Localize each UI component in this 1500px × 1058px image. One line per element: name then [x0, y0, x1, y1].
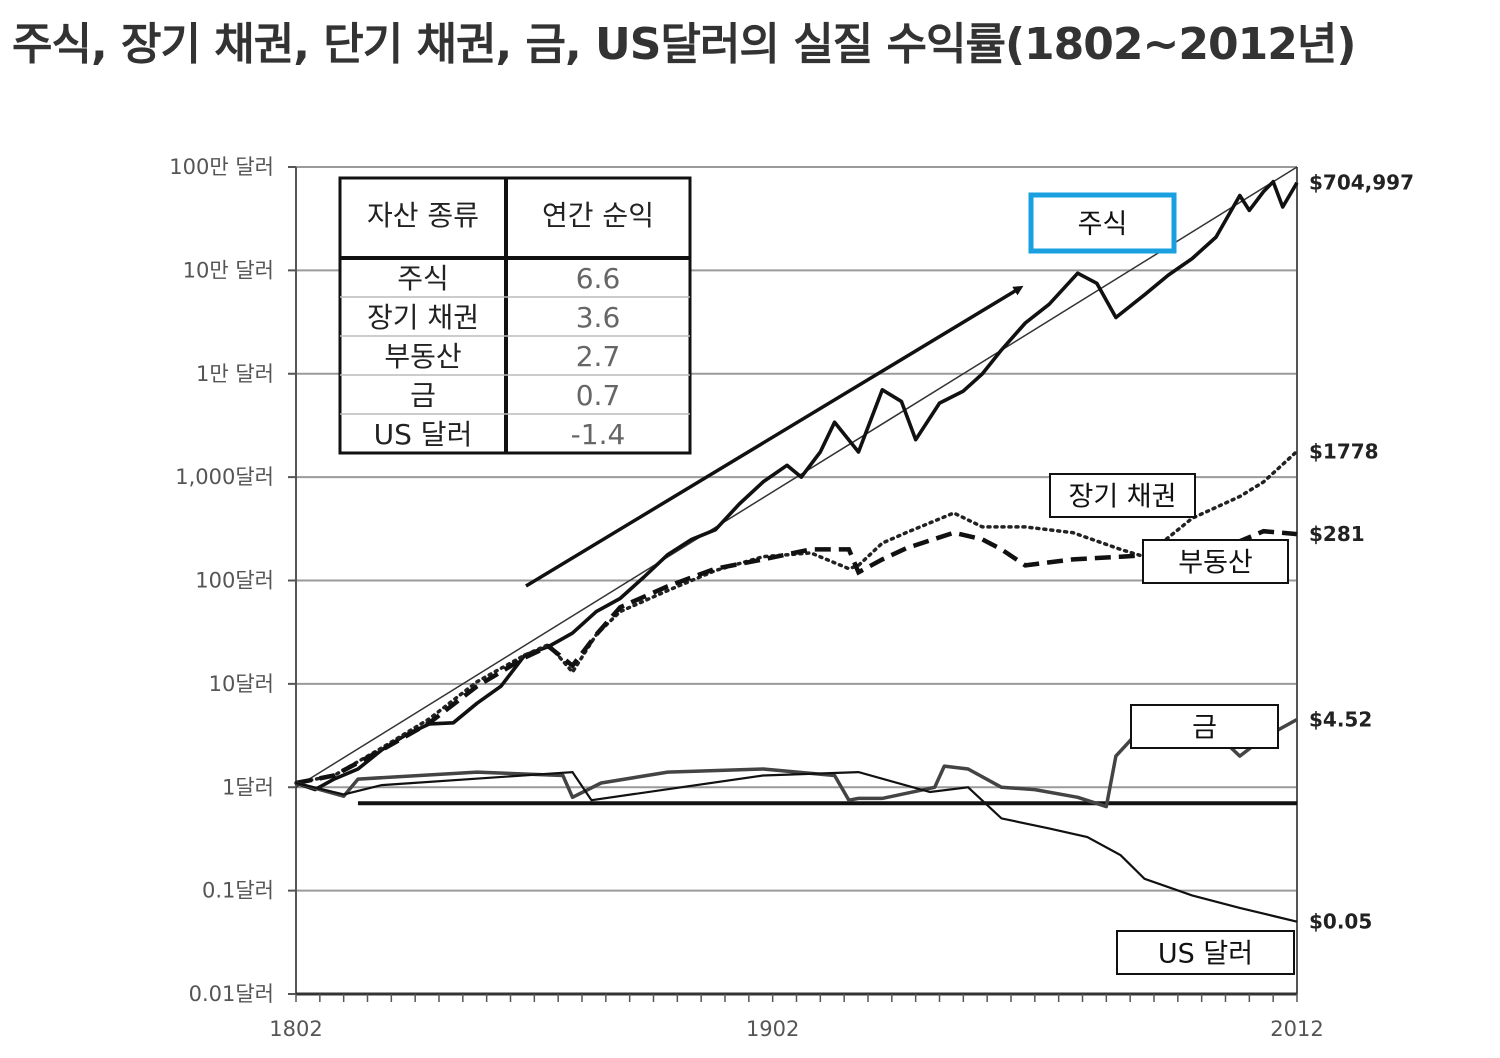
y-tick-label: 10만 달러 — [183, 258, 274, 282]
x-tick-label: 1802 — [269, 1017, 322, 1041]
end-label-stocks: $704,997 — [1309, 171, 1414, 195]
trend-arrow — [525, 285, 1024, 588]
end-label-usd: $0.05 — [1309, 910, 1372, 934]
table-cell-return: 6.6 — [576, 262, 621, 295]
table-header-cell: 연간 순익 — [542, 199, 654, 232]
series-line-realestate — [295, 528, 1298, 786]
y-tick-label: 0.1달러 — [202, 879, 274, 903]
series-line-stocks — [295, 179, 1299, 792]
page-title: 주식, 장기 채권, 단기 채권, 금, US달러의 실질 수익률(1802~2… — [12, 19, 1356, 70]
table-cell-asset: 부동산 — [384, 340, 461, 373]
y-tick-label: 1,000달러 — [175, 465, 274, 489]
series-box-bonds — [1049, 473, 1196, 518]
x-tick-label: 2012 — [1270, 1017, 1323, 1041]
series-label-usd: US 달러 — [1158, 939, 1253, 970]
table-frame — [338, 176, 692, 455]
end-label-gold: $4.52 — [1309, 708, 1372, 732]
x-tick-label: 1902 — [746, 1017, 799, 1041]
y-tick-label: 1만 달러 — [196, 362, 274, 386]
series-box-gold — [1130, 704, 1279, 749]
y-tick-label: 1달러 — [222, 775, 274, 799]
table-header-cell: 자산 종류 — [367, 199, 479, 232]
series-label-bonds: 장기 채권 — [1069, 482, 1177, 513]
table-cell-return: 2.7 — [576, 340, 621, 373]
series-label-stocks: 주식 — [1078, 209, 1128, 240]
series-label-gold: 금 — [1192, 713, 1217, 744]
axes: 100만 달러 10만 달러 1만 달러 1,000달러 100달러 10달러 1달러 0.1… — [169, 155, 1323, 1041]
table-cell-asset: 주식 — [397, 262, 449, 295]
y-tick-label: 0.01달러 — [189, 982, 274, 1006]
end-label-bonds: $1778 — [1309, 439, 1379, 463]
series-box-realestate — [1142, 539, 1289, 584]
series-box-stocks — [1028, 192, 1177, 254]
series-label-realestate: 부동산 — [1178, 548, 1253, 579]
y-tick-label: 100만 달러 — [169, 155, 274, 179]
table-cell-return: 0.7 — [576, 379, 621, 412]
table-cell-asset: US 달러 — [374, 418, 473, 451]
table-cell-asset: 장기 채권 — [367, 301, 479, 334]
table-cell-return: -1.4 — [571, 418, 626, 451]
series-box-usd — [1116, 930, 1295, 975]
series-line-usd — [295, 770, 1298, 923]
y-tick-label: 10달러 — [209, 672, 274, 696]
table-cell-return: 3.6 — [576, 301, 621, 334]
y-tick-label: 100달러 — [195, 569, 274, 593]
stocks-trend-line — [295, 166, 1298, 788]
table-cell-asset: 금 — [410, 379, 436, 412]
end-label-realestate: $281 — [1309, 522, 1365, 546]
